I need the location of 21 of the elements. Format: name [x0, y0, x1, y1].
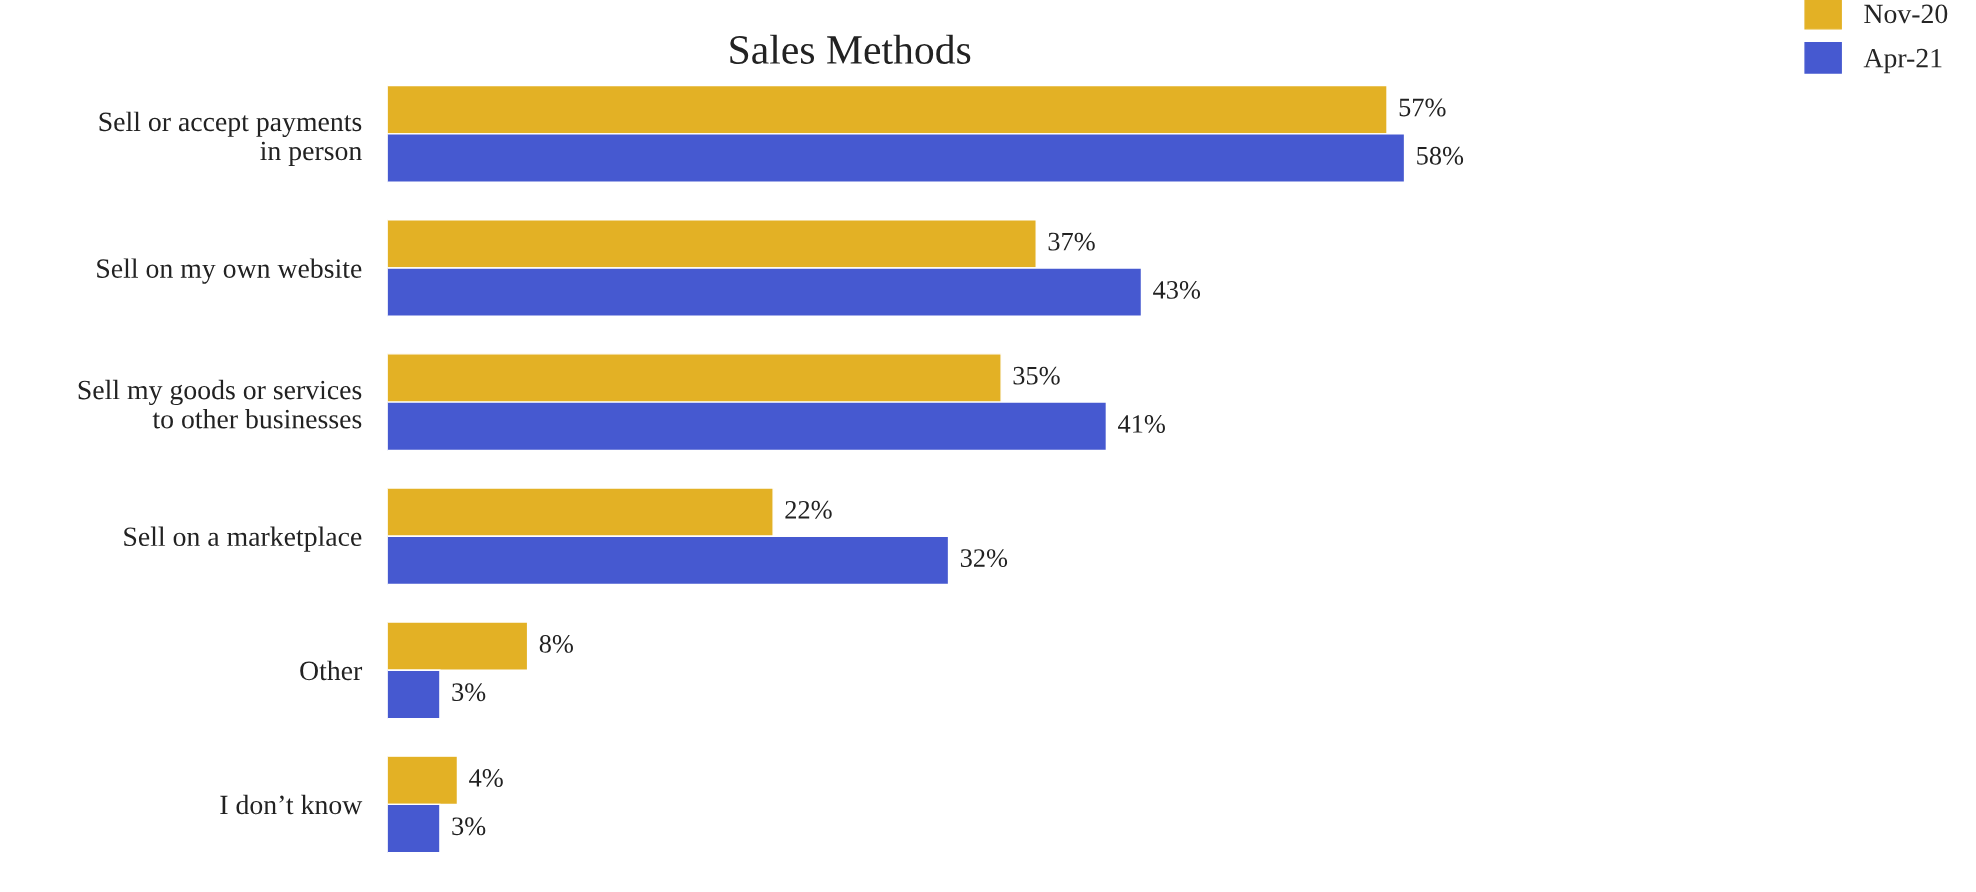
data-label: 58%: [1417, 146, 1464, 165]
data-label: 37%: [1048, 232, 1095, 251]
data-label: 22%: [785, 500, 832, 519]
y-tick-label: Other: [300, 660, 363, 681]
data-label: 43%: [1153, 280, 1201, 299]
data-label: 32%: [960, 549, 1008, 568]
legend-label: Apr-21: [1863, 48, 1942, 74]
data-label: 3%: [452, 683, 486, 702]
y-tick-label: Sell my goods or services to other businesses: [78, 379, 362, 429]
data-label: 4%: [469, 769, 503, 787]
data-label: 3%: [452, 817, 486, 836]
y-tick-label: I don’t know: [220, 794, 363, 815]
data-label: 8%: [539, 634, 573, 653]
data-label: 35%: [1013, 366, 1060, 385]
legend-label: Nov-20: [1864, 4, 1948, 24]
y-tick-label: Sell on a marketplace: [124, 526, 362, 552]
data-label: 57%: [1399, 98, 1446, 117]
y-tick-label: Sell or accept payments in person: [99, 111, 362, 166]
data-label: 41%: [1118, 415, 1165, 433]
chart-title: Sales Methods: [730, 34, 971, 65]
y-tick-label: Sell on my own website: [97, 258, 362, 284]
